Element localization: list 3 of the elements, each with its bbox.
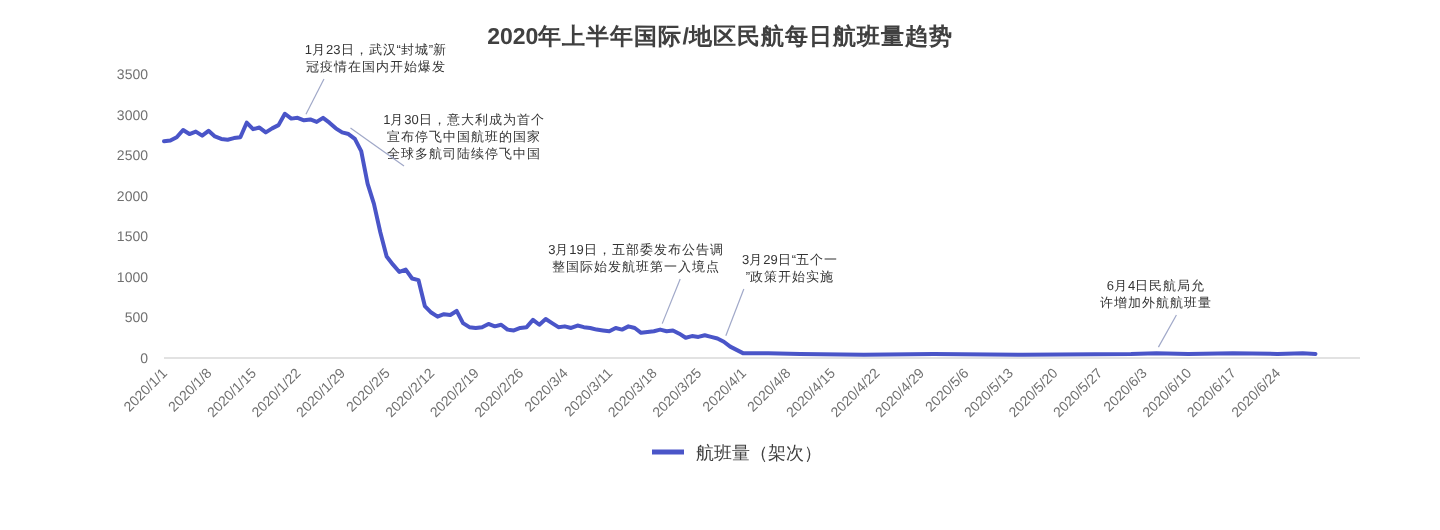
legend-label: 航班量（架次） <box>696 443 822 463</box>
line-series <box>162 111 1318 357</box>
chart-title: 2020年上半年国际/地区民航每日航班量趋势 <box>487 22 953 50</box>
